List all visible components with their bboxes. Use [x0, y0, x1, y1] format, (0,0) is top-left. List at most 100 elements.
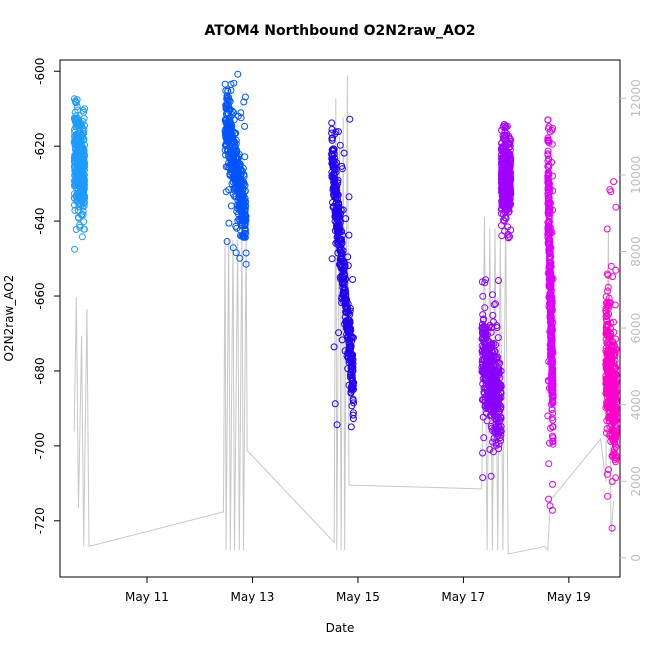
- data-point: [544, 412, 552, 420]
- data-point: [549, 438, 557, 446]
- data-point: [604, 399, 612, 407]
- data-point: [231, 162, 238, 170]
- data-point: [549, 480, 556, 488]
- data-point: [330, 169, 338, 177]
- data-point: [335, 329, 343, 337]
- series-1: [70, 95, 89, 253]
- data-point: [544, 172, 552, 180]
- data-point: [603, 429, 610, 437]
- data-point: [546, 258, 553, 266]
- data-point: [228, 107, 236, 115]
- data-point: [606, 389, 614, 396]
- data-point: [342, 288, 350, 296]
- data-point: [499, 123, 507, 131]
- data-point: [479, 413, 487, 421]
- data-point: [607, 262, 615, 270]
- data-point: [81, 105, 89, 113]
- data-point: [548, 332, 556, 340]
- data-point: [487, 367, 494, 375]
- data-point: [608, 524, 616, 532]
- data-point: [546, 268, 554, 276]
- data-point: [546, 227, 554, 235]
- data-point: [549, 371, 557, 379]
- data-point: [609, 426, 617, 434]
- data-point: [349, 397, 357, 405]
- data-point: [489, 291, 496, 299]
- data-point: [75, 168, 83, 176]
- data-point: [545, 123, 553, 131]
- data-point: [242, 260, 250, 268]
- data-point: [606, 414, 614, 422]
- data-point: [74, 176, 82, 184]
- data-point: [77, 194, 85, 202]
- y2-tick-label: 12000: [629, 79, 643, 117]
- data-point: [495, 369, 503, 377]
- y-tick-label: -720: [33, 507, 47, 534]
- data-point: [222, 188, 230, 196]
- data-point: [241, 233, 249, 241]
- series-4: [478, 276, 505, 482]
- data-point: [507, 136, 515, 144]
- data-point: [73, 103, 81, 110]
- data-point: [347, 358, 355, 365]
- data-point: [545, 283, 553, 291]
- y2-tick-label: 0: [629, 554, 643, 562]
- data-point: [73, 96, 81, 104]
- data-point: [612, 417, 620, 425]
- data-point: [495, 429, 503, 437]
- data-point: [548, 305, 556, 313]
- data-point: [341, 286, 348, 294]
- flow-line-layer: [73, 75, 615, 555]
- data-point: [612, 406, 620, 414]
- data-point: [492, 441, 500, 449]
- data-point: [549, 398, 557, 406]
- data-point: [478, 368, 486, 375]
- data-point: [345, 193, 353, 201]
- data-point: [349, 276, 357, 283]
- y-tick-label: -660: [33, 282, 47, 309]
- data-point: [610, 428, 618, 435]
- data-point: [495, 277, 502, 284]
- data-point: [498, 139, 505, 147]
- data-point: [610, 328, 618, 336]
- data-point: [221, 80, 229, 88]
- data-point: [350, 399, 358, 407]
- data-point: [76, 223, 84, 231]
- data-point: [487, 328, 495, 336]
- data-point: [611, 456, 619, 464]
- data-point: [231, 139, 238, 147]
- data-point: [481, 324, 489, 332]
- data-point: [546, 502, 554, 510]
- data-point: [328, 125, 336, 133]
- data-point: [505, 234, 512, 242]
- data-point: [225, 152, 233, 159]
- data-point: [500, 174, 508, 182]
- data-point: [494, 396, 502, 404]
- data-point: [546, 249, 554, 257]
- data-point: [502, 155, 510, 163]
- data-point: [230, 184, 238, 192]
- data-point: [545, 163, 552, 171]
- data-point: [344, 317, 352, 325]
- data-point: [79, 211, 87, 219]
- data-point: [481, 304, 489, 312]
- data-point: [494, 401, 502, 409]
- data-point: [546, 247, 554, 255]
- data-point: [494, 367, 502, 375]
- data-point: [612, 379, 620, 387]
- data-point: [347, 370, 355, 378]
- data-point: [503, 159, 511, 167]
- data-point: [227, 202, 235, 210]
- data-point: [545, 180, 553, 188]
- data-point: [604, 271, 612, 279]
- data-point: [229, 244, 237, 252]
- series-5: [497, 121, 515, 242]
- data-point: [72, 226, 80, 233]
- data-point: [501, 214, 509, 222]
- data-point: [548, 347, 556, 355]
- flow-line: [73, 75, 615, 555]
- data-point: [76, 157, 84, 165]
- data-point: [484, 394, 492, 401]
- data-point: [338, 254, 345, 262]
- data-point: [334, 223, 342, 231]
